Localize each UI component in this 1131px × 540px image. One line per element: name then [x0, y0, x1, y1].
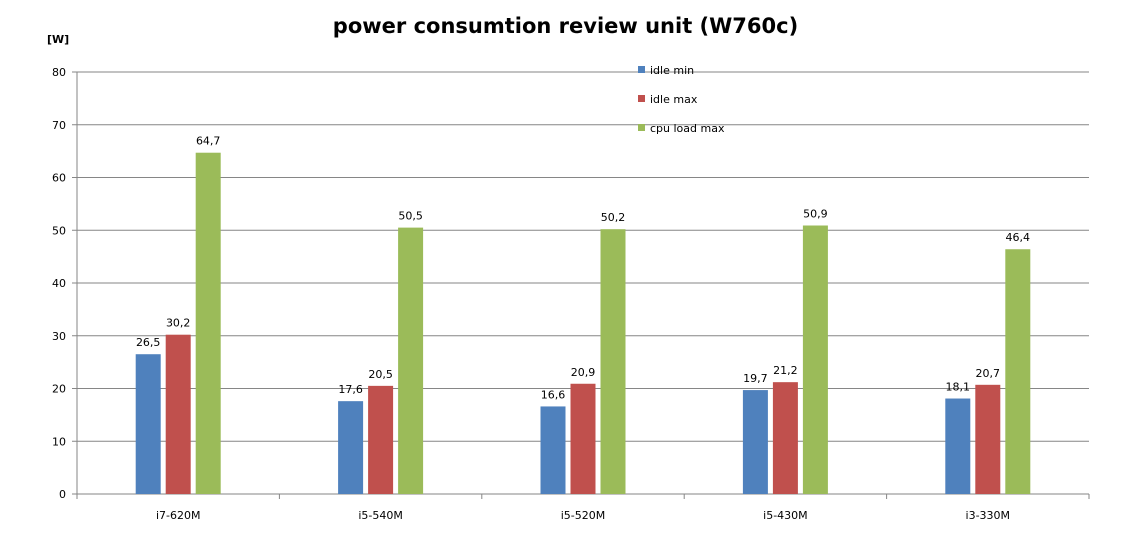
data-label: 18,1: [946, 381, 971, 394]
legend-label: cpu load max: [650, 122, 725, 135]
data-label: 50,9: [803, 208, 828, 221]
data-label: 30,2: [166, 317, 191, 330]
x-tick-label: i5-540M: [358, 509, 403, 522]
y-tick-label: 40: [52, 277, 66, 290]
data-label: 64,7: [196, 135, 221, 148]
bar: [398, 227, 424, 495]
bar: [1005, 249, 1031, 494]
y-tick-label: 60: [52, 172, 66, 185]
data-label: 46,4: [1006, 231, 1031, 244]
data-label: 20,7: [976, 367, 1001, 380]
bar: [135, 354, 161, 494]
legend-swatch: [638, 66, 645, 73]
data-label: 26,5: [136, 336, 161, 349]
y-tick-label: 10: [52, 435, 66, 448]
y-tick-label: 50: [52, 224, 66, 237]
legend-label: idle min: [650, 64, 694, 77]
bar: [975, 384, 1001, 494]
bar: [165, 334, 191, 494]
y-tick-label: 80: [52, 66, 66, 79]
bar: [600, 229, 626, 494]
data-label: 50,5: [398, 210, 423, 223]
data-label: 21,2: [773, 364, 798, 377]
bar: [742, 390, 768, 494]
data-label: 16,6: [541, 388, 566, 401]
data-label: 19,7: [743, 372, 768, 385]
bar: [540, 406, 566, 494]
bar: [338, 401, 364, 494]
data-label: 20,5: [368, 368, 393, 381]
chart-title: power consumtion review unit (W760c): [332, 14, 799, 38]
y-tick-label: 0: [59, 488, 66, 501]
bar: [570, 383, 596, 494]
y-tick-label: 70: [52, 119, 66, 132]
bar: [802, 225, 828, 494]
bar: [195, 152, 221, 494]
legend-swatch: [638, 124, 645, 131]
data-label: 17,6: [338, 383, 363, 396]
x-tick-label: i7-620M: [156, 509, 201, 522]
x-tick-label: i3-330M: [966, 509, 1011, 522]
y-tick-label: 20: [52, 383, 66, 396]
bar: [368, 385, 394, 494]
data-label: 20,9: [571, 366, 596, 379]
bar: [772, 382, 798, 494]
legend-label: idle max: [650, 93, 698, 106]
y-axis-label: [W]: [47, 33, 70, 46]
bar: [945, 398, 971, 494]
x-tick-label: i5-430M: [763, 509, 808, 522]
y-tick-label: 30: [52, 330, 66, 343]
x-tick-label: i5-520M: [561, 509, 606, 522]
legend: idle min idle max cpu load max: [638, 64, 725, 135]
legend-swatch: [638, 95, 645, 102]
data-label: 50,2: [601, 211, 626, 224]
